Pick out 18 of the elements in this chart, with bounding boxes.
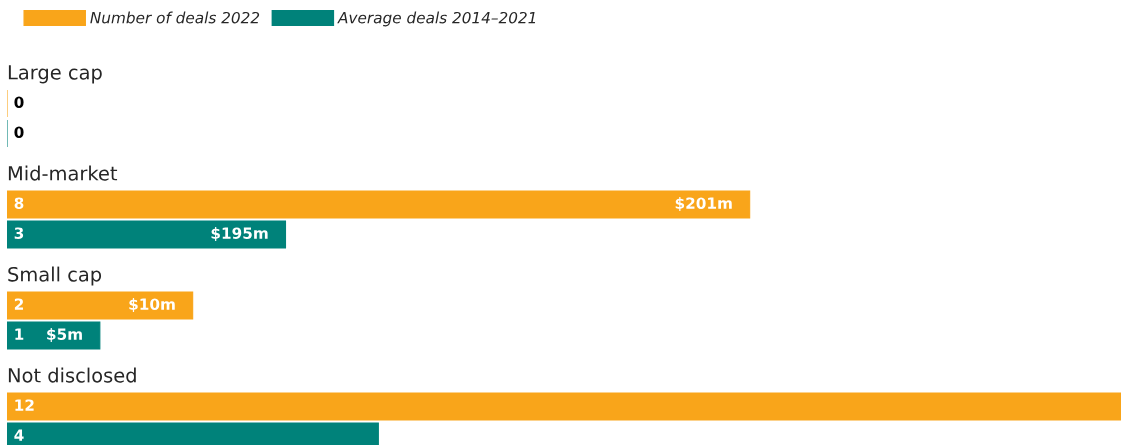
y-tick-label: Mid-market (8, 165, 118, 181)
data-label: 1 (15, 328, 24, 340)
data-label: 4 (14, 429, 24, 441)
data-label: 3 (14, 227, 24, 239)
annotation: $195m (211, 227, 268, 241)
legend-label: Number of deals 2022 (90, 11, 260, 24)
data-label: 2 (14, 298, 23, 310)
annotation: $201m (675, 197, 732, 211)
legend-label: Average deals 2014–2021 (337, 11, 536, 27)
annotation: $5m (47, 328, 82, 342)
y-tick-label: Small cap (8, 266, 102, 286)
data-label: 8 (14, 197, 24, 209)
data-label: 0 (14, 126, 24, 138)
y-tick-label: Not disclosed (8, 367, 136, 383)
y-tick-label: Large cap (8, 65, 102, 84)
annotation: $10m (129, 298, 175, 312)
data-label: 12 (15, 399, 34, 411)
data-label: 0 (14, 96, 24, 108)
